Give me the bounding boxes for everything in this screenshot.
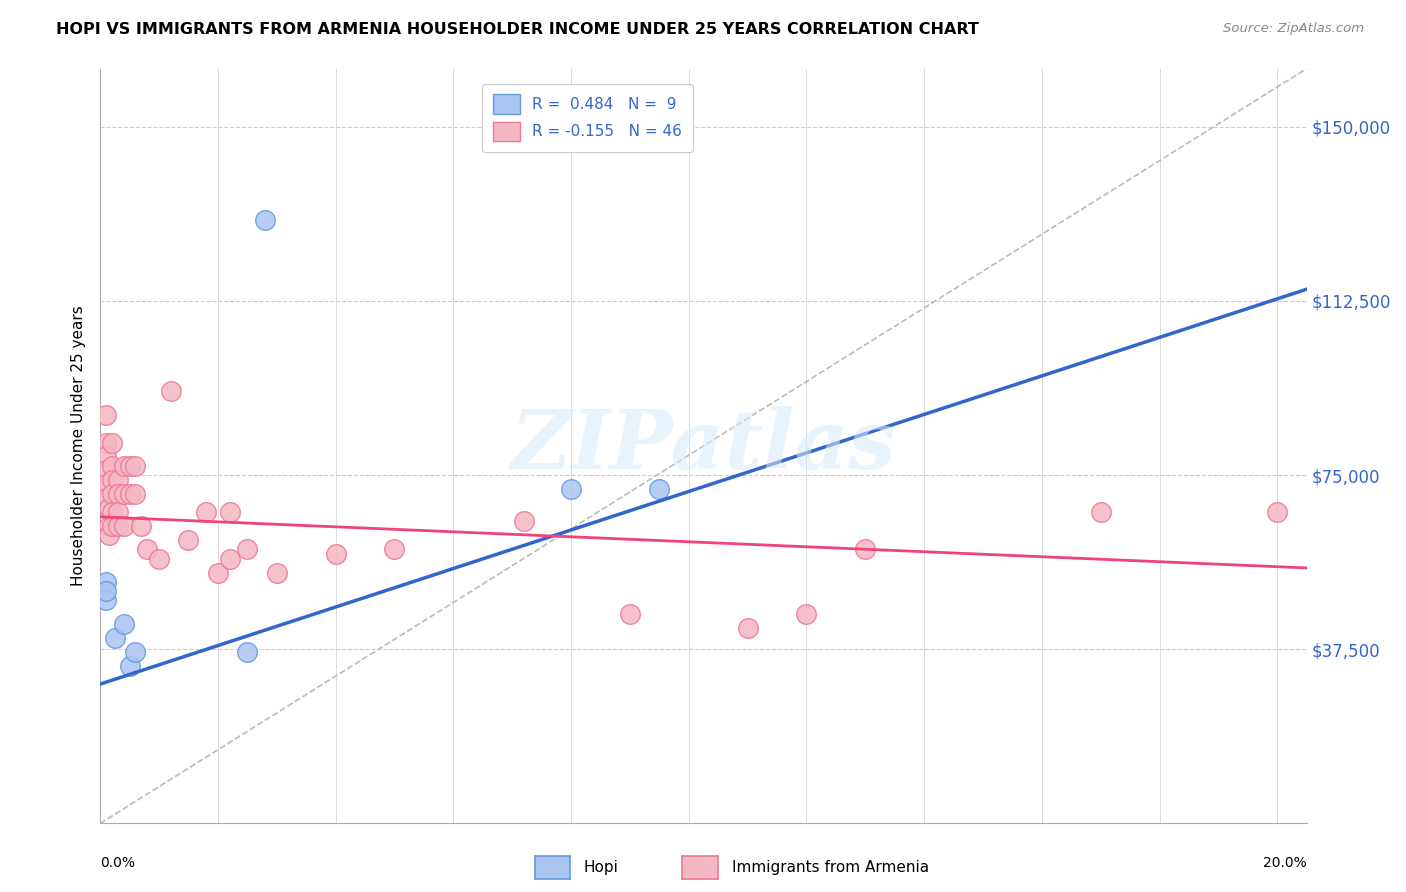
Point bbox=[218, 505, 240, 519]
Point bbox=[94, 584, 117, 599]
Legend: R =  0.484   N =  9, R = -0.155   N = 46: R = 0.484 N = 9, R = -0.155 N = 46 bbox=[482, 84, 693, 152]
Point bbox=[97, 528, 120, 542]
Point bbox=[101, 458, 124, 473]
Point bbox=[112, 616, 135, 631]
Text: Immigrants from Armenia: Immigrants from Armenia bbox=[731, 861, 929, 875]
Point bbox=[236, 542, 259, 557]
Point bbox=[101, 473, 124, 487]
Point bbox=[94, 593, 117, 607]
Point bbox=[266, 566, 288, 580]
Point bbox=[159, 384, 181, 399]
Point bbox=[104, 631, 127, 645]
Point bbox=[648, 482, 671, 496]
Point bbox=[325, 547, 347, 561]
Point bbox=[148, 551, 170, 566]
Point bbox=[101, 435, 124, 450]
Point bbox=[207, 566, 229, 580]
Text: ZIPatlas: ZIPatlas bbox=[510, 406, 896, 486]
Point bbox=[94, 491, 117, 506]
Text: HOPI VS IMMIGRANTS FROM ARMENIA HOUSEHOLDER INCOME UNDER 25 YEARS CORRELATION CH: HOPI VS IMMIGRANTS FROM ARMENIA HOUSEHOL… bbox=[56, 22, 979, 37]
Point bbox=[101, 505, 124, 519]
Point bbox=[94, 463, 117, 477]
Point bbox=[107, 486, 129, 500]
Point bbox=[236, 644, 259, 658]
Point bbox=[619, 607, 641, 622]
Point bbox=[118, 658, 141, 673]
Point bbox=[737, 621, 759, 635]
Point bbox=[384, 542, 406, 557]
Point bbox=[218, 551, 240, 566]
Y-axis label: Householder Income Under 25 years: Householder Income Under 25 years bbox=[72, 306, 86, 586]
Point bbox=[112, 519, 135, 533]
Point bbox=[124, 458, 146, 473]
Point bbox=[853, 542, 876, 557]
Text: 0.0%: 0.0% bbox=[100, 855, 135, 870]
Point bbox=[94, 477, 117, 491]
Point bbox=[112, 458, 135, 473]
Point bbox=[97, 519, 120, 533]
Point bbox=[124, 644, 146, 658]
Text: Source: ZipAtlas.com: Source: ZipAtlas.com bbox=[1223, 22, 1364, 36]
Point bbox=[107, 473, 129, 487]
Point bbox=[94, 574, 117, 589]
Text: 20.0%: 20.0% bbox=[1263, 855, 1306, 870]
Point bbox=[107, 519, 129, 533]
Point bbox=[118, 486, 141, 500]
Point bbox=[101, 486, 124, 500]
Point bbox=[101, 519, 124, 533]
Point bbox=[112, 486, 135, 500]
Point bbox=[97, 500, 120, 515]
Point bbox=[94, 435, 117, 450]
Point bbox=[118, 458, 141, 473]
Point bbox=[131, 519, 153, 533]
Point bbox=[1090, 505, 1112, 519]
Text: Hopi: Hopi bbox=[583, 861, 619, 875]
Point bbox=[94, 408, 117, 422]
Point bbox=[107, 505, 129, 519]
Point bbox=[513, 515, 536, 529]
Point bbox=[560, 482, 582, 496]
Point bbox=[195, 505, 218, 519]
Point bbox=[136, 542, 159, 557]
Point bbox=[124, 486, 146, 500]
Point bbox=[253, 212, 276, 227]
Point bbox=[177, 533, 200, 547]
Point bbox=[796, 607, 818, 622]
Point bbox=[94, 450, 117, 464]
Point bbox=[1265, 505, 1288, 519]
